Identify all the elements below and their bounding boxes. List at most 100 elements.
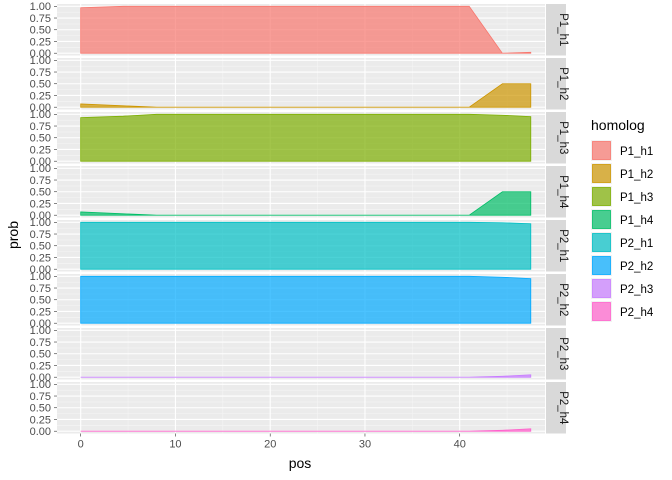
- facet-strip-label: P2_h3: [557, 337, 569, 370]
- legend-key-P2_h3: [592, 279, 611, 298]
- facet-panel: 0.000.250.500.751.00 P2_h2: [30, 271, 569, 330]
- y-tick-label: 0.00: [30, 48, 51, 60]
- y-tick-label: 0.25: [30, 198, 51, 210]
- y-tick-label: 0.75: [30, 229, 51, 241]
- y-tick-label: 0.25: [30, 414, 51, 426]
- legend-item: P2_h4: [591, 301, 654, 322]
- y-tick-label: 0.00: [30, 156, 51, 168]
- x-tick-label: 30: [359, 439, 371, 451]
- legend-key-P1_h2: [592, 164, 611, 183]
- area-P2_h3: [80, 374, 532, 378]
- facet-strip: [546, 166, 566, 218]
- facet-strip: [546, 220, 566, 272]
- legend-label: P2_h3: [620, 284, 653, 296]
- facet-strip: [546, 4, 566, 56]
- x-tick-label: 40: [454, 439, 466, 451]
- legend-label: P2_h2: [620, 261, 653, 273]
- facet-strip: [546, 58, 566, 110]
- y-axis-title: prob: [5, 221, 21, 249]
- facet-panel: 0.000.250.500.751.00 P2_h1: [30, 217, 569, 276]
- facet-panel: 0.000.250.500.751.00 P2_h3: [30, 325, 569, 384]
- y-tick-label: 0.25: [30, 252, 51, 264]
- y-tick-label: 1.00: [30, 271, 51, 283]
- x-tick-label: 20: [264, 439, 276, 451]
- facet-strip-label: P2_h1: [557, 229, 569, 262]
- y-tick-label: 1.00: [30, 163, 51, 175]
- facet-strip-label: P1_h3: [557, 121, 569, 154]
- facet-panel: 0.000.250.500.751.00 P1_h2: [30, 55, 569, 114]
- legend-item: P1_h1: [591, 140, 653, 161]
- facet-strip-label: P1_h1: [557, 13, 569, 46]
- legend-label: P2_h1: [620, 238, 653, 250]
- facet-panels: 0.000.250.500.751.00P1_h10.000.250.500.7…: [30, 1, 569, 438]
- x-tick-label: 0: [78, 439, 84, 451]
- legend: homolog P1_h1 P1_h2 P1_h3 P1_h4 P2_h1 P2_h2 P2…: [591, 117, 654, 322]
- facet-strip-label: P1_h4: [557, 175, 569, 209]
- legend-key-P1_h4: [592, 210, 611, 229]
- legend-item: P1_h4: [591, 209, 654, 230]
- facet-panel: 0.000.250.500.751.00 P1_h3: [30, 109, 569, 168]
- y-tick-label: 0.75: [30, 13, 51, 25]
- y-tick-label: 1.00: [30, 325, 51, 337]
- y-tick-label: 0.75: [30, 337, 51, 349]
- y-tick-label: 1.00: [30, 217, 51, 229]
- y-tick-label: 0.50: [30, 241, 51, 253]
- legend-item: P2_h3: [591, 278, 653, 299]
- legend-key-P1_h1: [592, 141, 611, 160]
- y-tick-label: 0.25: [30, 144, 51, 156]
- y-tick-label: 0.50: [30, 25, 51, 37]
- y-tick-label: 1.00: [30, 55, 51, 67]
- facet-panel: 0.000.250.500.751.00 P1_h4: [30, 163, 569, 222]
- legend-label: P1_h2: [620, 169, 653, 181]
- y-tick-label: 0.75: [30, 121, 51, 133]
- area-P1_h2: [80, 83, 532, 108]
- x-tick-label: 10: [169, 439, 181, 451]
- y-tick-label: 1.00: [30, 1, 51, 13]
- y-tick-label: 0.00: [30, 264, 51, 276]
- y-tick-label: 0.00: [30, 210, 51, 222]
- y-tick-label: 0.00: [30, 318, 51, 330]
- y-tick-label: 1.00: [30, 379, 51, 391]
- y-tick-label: 0.75: [30, 67, 51, 79]
- legend-item: P2_h1: [591, 232, 653, 253]
- area-P2_h1: [80, 221, 532, 270]
- area-P1_h1: [80, 5, 532, 54]
- area-P2_h4: [80, 428, 532, 432]
- y-tick-label: 0.50: [30, 349, 51, 361]
- y-tick-label: 0.50: [30, 79, 51, 91]
- legend-item: P1_h3: [591, 186, 653, 207]
- x-axis-title: pos: [289, 455, 312, 471]
- facet-strip-label: P2_h2: [557, 283, 569, 316]
- facet-panel: 0.000.250.500.751.00 P2_h4: [30, 379, 569, 438]
- legend-label: P1_h3: [620, 192, 653, 204]
- legend-title: homolog: [591, 117, 645, 133]
- y-tick-label: 0.00: [30, 102, 51, 114]
- legend-key-P2_h1: [592, 233, 611, 252]
- facet-strip-label: P1_h2: [557, 67, 569, 100]
- legend-label: P1_h1: [620, 146, 653, 158]
- facet-strip: [546, 112, 566, 164]
- area-P1_h4: [80, 191, 532, 216]
- legend-label: P1_h4: [620, 215, 654, 227]
- legend-key-P2_h2: [592, 256, 611, 275]
- y-tick-label: 0.75: [30, 391, 51, 403]
- facet-strip: [546, 328, 566, 380]
- y-tick-label: 0.50: [30, 403, 51, 415]
- y-tick-label: 0.00: [30, 372, 51, 384]
- facet-strip-label: P2_h4: [557, 391, 569, 425]
- y-tick-label: 0.75: [30, 175, 51, 187]
- y-tick-label: 0.50: [30, 133, 51, 145]
- area-P1_h3: [80, 113, 532, 162]
- y-tick-label: 0.25: [30, 36, 51, 48]
- facet-strip: [546, 382, 566, 434]
- y-tick-label: 0.50: [30, 295, 51, 307]
- facet-panel: 0.000.250.500.751.00 P1_h1: [30, 1, 569, 60]
- y-tick-label: 0.50: [30, 187, 51, 199]
- legend-key-P2_h4: [592, 302, 611, 321]
- y-tick-label: 1.00: [30, 109, 51, 121]
- y-tick-label: 0.25: [30, 360, 51, 372]
- facet-strip: [546, 274, 566, 326]
- y-tick-label: 0.00: [30, 426, 51, 438]
- legend-key-P1_h3: [592, 187, 611, 206]
